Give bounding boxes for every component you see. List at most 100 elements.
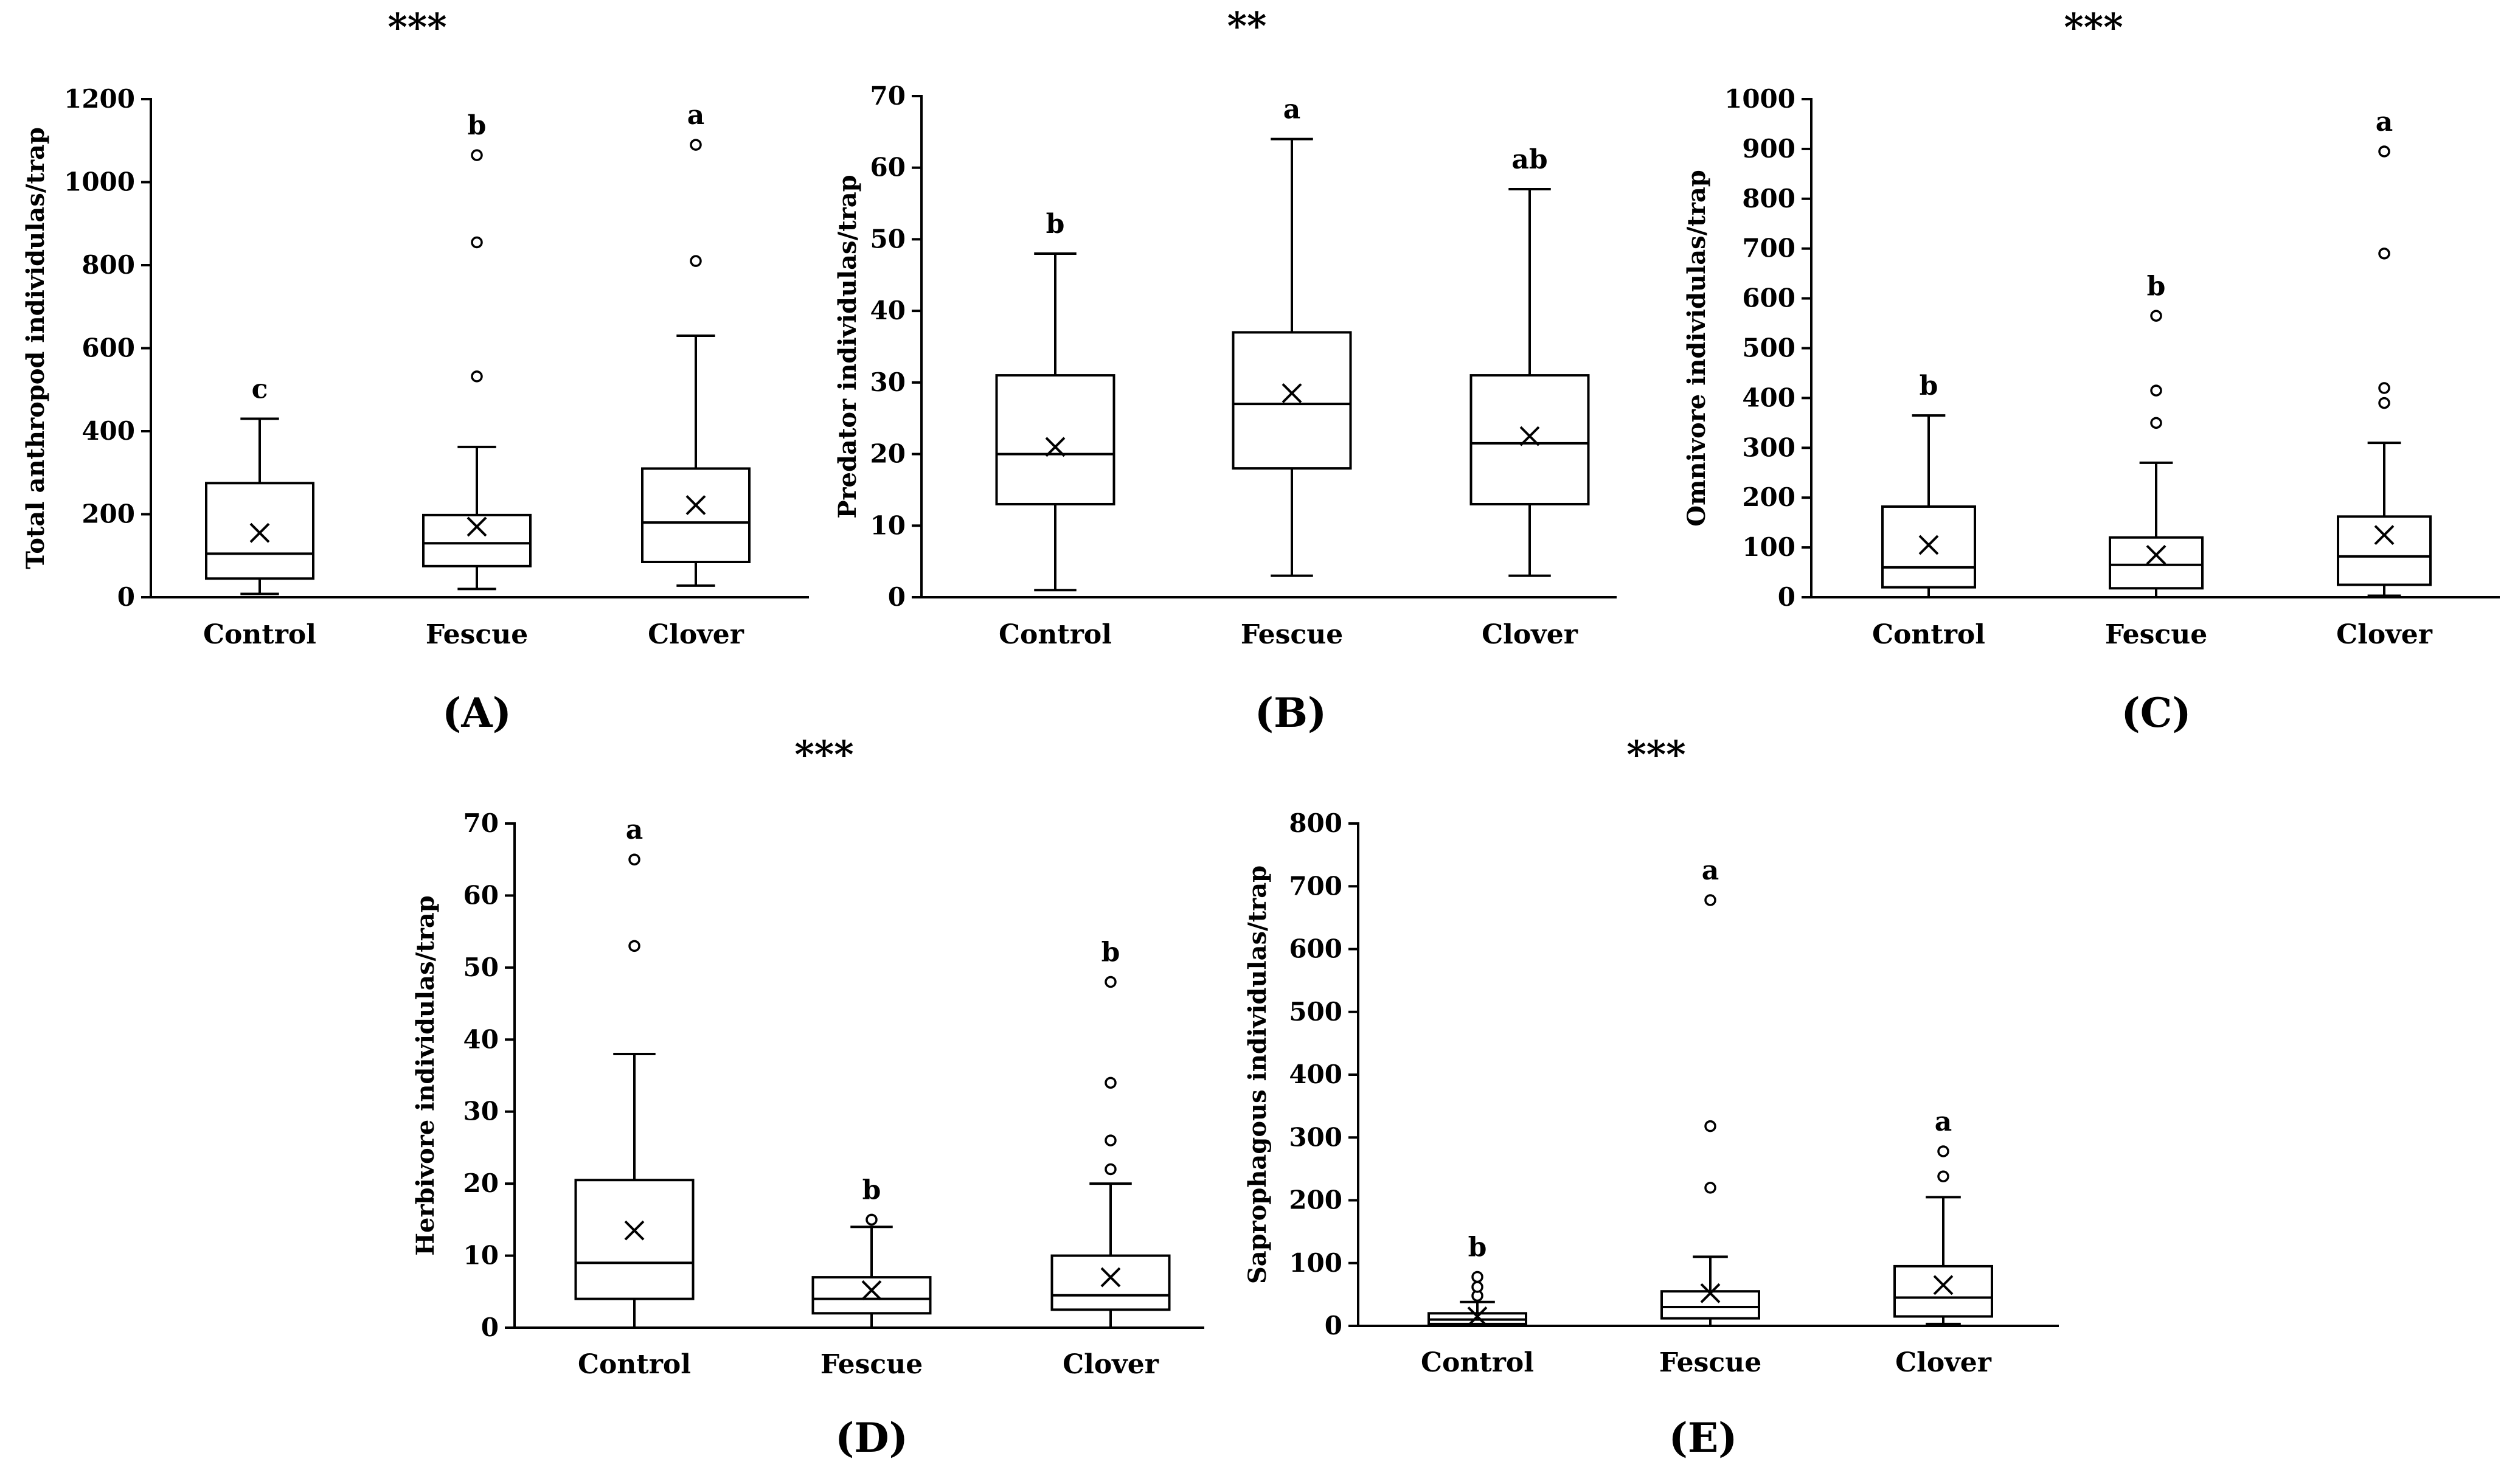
outlier-point [471, 236, 483, 249]
iqr-box [995, 374, 1115, 505]
mean-marker [1933, 1275, 1954, 1295]
mean-marker [1045, 437, 1066, 457]
y-tick-label: 100 [1742, 532, 1795, 562]
y-tick-label: 0 [117, 582, 135, 612]
outlier-point [628, 853, 640, 865]
group-letter: a [687, 100, 705, 131]
outlier-point [866, 1213, 878, 1226]
group-letter: b [1046, 209, 1065, 240]
y-tick-label: 700 [1289, 871, 1342, 901]
mean-marker-stroke [1045, 437, 1066, 457]
mean-marker-stroke [1519, 426, 1540, 446]
mean-marker [1519, 426, 1540, 446]
iqr-box [1881, 505, 1976, 589]
significance-stars: *** [1626, 732, 1685, 777]
y-tick-label: 60 [463, 880, 499, 910]
mean-marker-stroke [1282, 383, 1302, 403]
y-tick-label: 500 [1742, 333, 1795, 363]
mean-marker-stroke [861, 1280, 882, 1300]
group-letter: c [252, 374, 268, 405]
mean-marker [1282, 383, 1302, 403]
mean-marker [1100, 1267, 1121, 1288]
group-letter: b [1101, 937, 1120, 968]
outlier-point [2378, 248, 2390, 260]
group-letter: a [1935, 1106, 1952, 1137]
mean-marker [685, 495, 706, 515]
outlier-point [1105, 1077, 1117, 1089]
box-group-clover: a [641, 100, 751, 587]
x-category-label: Fescue [1241, 619, 1343, 650]
y-tick-label: 70 [463, 808, 499, 838]
outlier-point [1704, 1182, 1716, 1194]
y-tick-label: 1000 [64, 167, 135, 197]
outlier-point [628, 940, 640, 952]
significance-stars: *** [2064, 5, 2123, 49]
mean-marker [1918, 535, 1939, 555]
panel-b: 0 10 20 30 40 50 60 70 Predator individulas/trap… [833, 4, 1617, 737]
x-category-label: Control [1872, 619, 1985, 650]
y-tick-label: 1200 [64, 84, 135, 114]
y-tick-label: 50 [870, 224, 906, 254]
outlier-point [1105, 1134, 1117, 1146]
x-category-label: Fescue [2105, 619, 2207, 650]
iqr-box [641, 467, 751, 563]
outlier-point [1937, 1170, 1949, 1183]
iqr-box [1050, 1254, 1171, 1311]
x-category-label: Control [999, 619, 1112, 650]
y-axis-title: Herbivore individulas/trap [411, 895, 440, 1255]
outlier-point [2378, 382, 2390, 394]
y-tick-label: 0 [1325, 1311, 1342, 1340]
y-tick-label: 300 [1742, 432, 1795, 462]
box-group-clover: ab [1469, 144, 1590, 577]
group-letter: a [2376, 106, 2393, 137]
mean-marker [467, 516, 487, 537]
box-group-control: a [574, 814, 695, 1329]
mean-marker-stroke [249, 522, 270, 543]
mean-marker [1467, 1306, 1488, 1326]
y-tick-label: 10 [870, 510, 906, 540]
group-letter: b [468, 110, 487, 141]
iqr-box [1660, 1290, 1760, 1320]
iqr-box [2337, 515, 2432, 586]
outlier-point [1471, 1281, 1483, 1293]
y-tick-label: 400 [1289, 1059, 1342, 1089]
significance-stars: ** [1227, 4, 1267, 48]
y-tick-label: 600 [1289, 934, 1342, 964]
x-category-label: Fescue [820, 1349, 923, 1380]
box-group-fescue: a [1660, 855, 1760, 1327]
box-group-control: b [1881, 370, 1976, 598]
outlier-point [2150, 417, 2162, 429]
group-letter: a [1702, 855, 1719, 886]
mean-marker-stroke [1467, 1306, 1488, 1326]
mean-marker-stroke [624, 1220, 645, 1241]
y-tick-label: 600 [1742, 283, 1795, 313]
y-tick-label: 0 [888, 582, 906, 612]
y-tick-label: 10 [463, 1241, 499, 1271]
mean-marker-stroke [1933, 1275, 1954, 1295]
y-tick-label: 40 [870, 296, 906, 325]
mean-marker-stroke [1918, 535, 1939, 555]
mean-marker [2146, 544, 2166, 565]
y-tick-label: 400 [82, 416, 135, 446]
outlier-point [2150, 310, 2162, 322]
y-tick-label: 500 [1289, 997, 1342, 1027]
outlier-point [1105, 1163, 1117, 1176]
y-tick-label: 50 [463, 952, 499, 982]
outlier-point [690, 139, 702, 151]
iqr-box [574, 1179, 695, 1300]
box-group-control: c [205, 374, 314, 595]
group-letter: ab [1511, 144, 1547, 175]
x-category-label: Clover [648, 619, 744, 650]
box-group-clover: a [2337, 106, 2432, 597]
iqr-box [2109, 536, 2204, 590]
y-tick-label: 20 [870, 439, 906, 469]
y-axis-title: Total anthropod individulas/trap [21, 127, 50, 569]
x-category-label: Fescue [426, 619, 528, 650]
outlier-point [690, 255, 702, 267]
iqr-box [1469, 374, 1590, 505]
x-category-label: Control [1421, 1347, 1534, 1378]
x-category-label: Clover [1482, 619, 1578, 650]
mean-marker [861, 1280, 882, 1300]
panel-label: (B) [1255, 689, 1327, 737]
x-category-label: Fescue [1659, 1347, 1761, 1378]
